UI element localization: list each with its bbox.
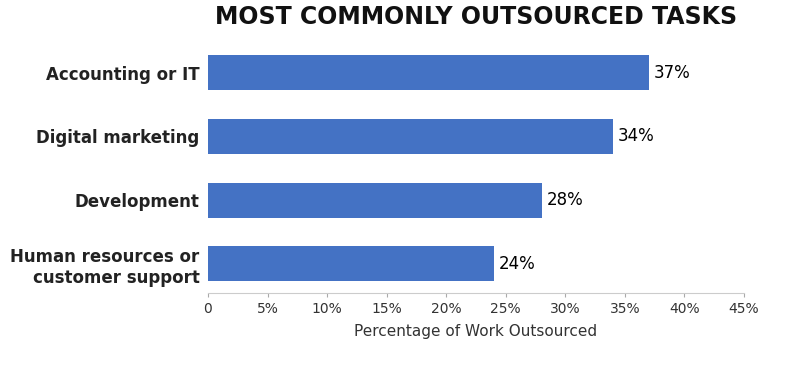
Bar <box>208 183 542 218</box>
Text: 34%: 34% <box>618 127 654 146</box>
Bar <box>208 55 649 90</box>
Text: 28%: 28% <box>546 191 583 209</box>
Title: MOST COMMONLY OUTSOURCED TASKS: MOST COMMONLY OUTSOURCED TASKS <box>215 5 737 30</box>
X-axis label: Percentage of Work Outsourced: Percentage of Work Outsourced <box>354 324 598 339</box>
Bar <box>208 119 613 154</box>
Text: 37%: 37% <box>654 64 690 82</box>
Bar <box>208 246 494 281</box>
Text: 24%: 24% <box>498 255 535 273</box>
